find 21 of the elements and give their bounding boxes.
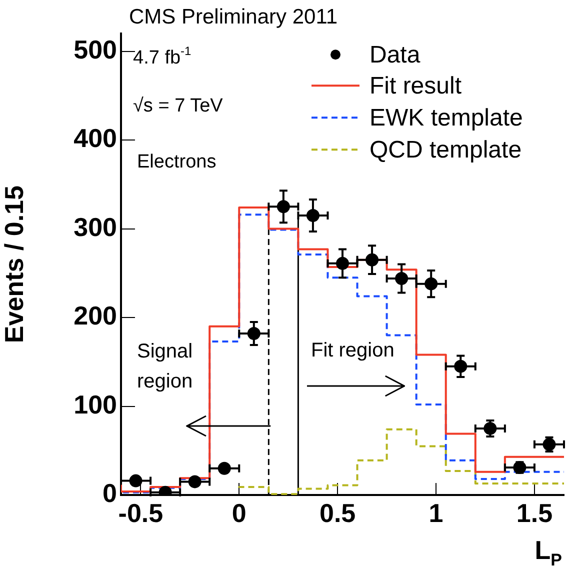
y-tick-label: 400 [74, 123, 117, 154]
y-tick-label: 200 [74, 300, 117, 331]
annotation: Fit region [311, 340, 394, 362]
x-tick-label: 1.5 [516, 498, 553, 528]
legend-label: EWK template [369, 104, 523, 132]
legend-label: Fit result [369, 72, 462, 100]
y-axis-title: Events / 0.15 [0, 186, 29, 344]
x-tick-label: 1 [428, 498, 444, 528]
y-tick-label: 300 [74, 212, 117, 242]
x-tick-label: 0 [232, 498, 246, 528]
legend-label: Data [369, 42, 421, 69]
y-tick-label: 100 [74, 389, 117, 420]
legend-label: QCD template [369, 136, 522, 164]
chart-title: CMS Preliminary 2011 [129, 6, 338, 29]
annotation: Electrons [137, 152, 216, 173]
annotation: √s = 7 TeV [133, 96, 224, 117]
y-tick-label: 0 [102, 478, 117, 508]
x-tick-label: -0.5 [118, 498, 164, 528]
x-tick-label: 0.5 [320, 498, 356, 528]
y-tick-label: 500 [74, 34, 117, 65]
annotation: Signal region [137, 340, 193, 393]
